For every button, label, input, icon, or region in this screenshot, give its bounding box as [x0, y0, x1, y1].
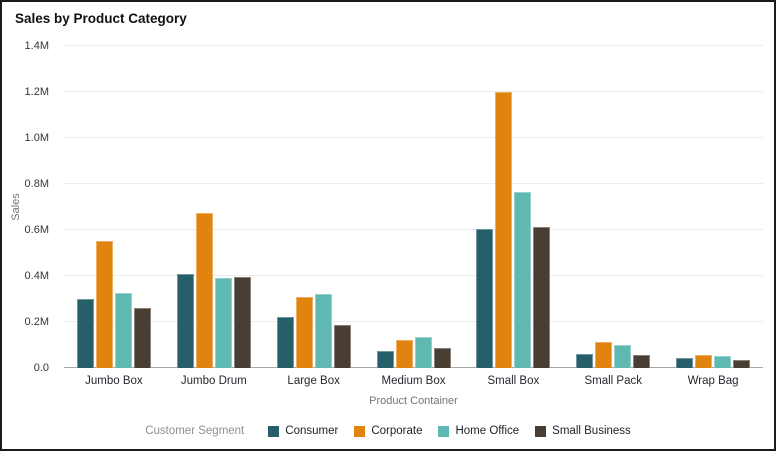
bar-home-office-jumbo-drum[interactable]: [214, 278, 232, 368]
bar-home-office-small-box[interactable]: [514, 192, 532, 368]
bar-small-business-jumbo-box[interactable]: [133, 308, 151, 368]
bar-corporate-large-box[interactable]: [295, 297, 313, 368]
bar-small-business-large-box[interactable]: [333, 325, 351, 368]
bar-corporate-jumbo-drum[interactable]: [195, 213, 213, 368]
bar-home-office-large-box[interactable]: [314, 294, 332, 368]
legend-swatch-icon: [354, 425, 366, 437]
x-axis-line: [64, 367, 763, 368]
bar-consumer-medium-box[interactable]: [376, 351, 394, 368]
gridline: [64, 45, 763, 46]
bar-consumer-small-pack[interactable]: [576, 354, 594, 368]
gridline: [64, 137, 763, 138]
bar-group-large-box: [264, 46, 364, 368]
bar-small-business-wrap-bag[interactable]: [733, 360, 751, 368]
y-tick-label: 0.8M: [24, 178, 49, 190]
gridline: [64, 321, 763, 322]
bar-corporate-wrap-bag[interactable]: [695, 355, 713, 368]
gridline: [64, 229, 763, 230]
plot-area: [64, 45, 763, 368]
legend-label: Small Business: [552, 425, 631, 437]
bar-home-office-jumbo-box[interactable]: [114, 293, 132, 368]
bar-consumer-large-box[interactable]: [276, 317, 294, 368]
x-axis-title: Product Container: [369, 395, 458, 407]
y-tick-label: 0.0: [33, 362, 49, 374]
legend-title: Customer Segment: [145, 425, 245, 437]
gridline: [64, 91, 763, 92]
x-tick-label: Small Box: [487, 375, 540, 387]
bar-consumer-wrap-bag[interactable]: [676, 358, 694, 368]
bar-corporate-small-pack[interactable]: [595, 342, 613, 368]
bar-small-business-jumbo-drum[interactable]: [233, 277, 251, 368]
bar-home-office-small-pack[interactable]: [614, 345, 632, 368]
legend-label: Consumer: [285, 425, 339, 437]
legend-swatch-icon: [438, 425, 450, 437]
bar-home-office-wrap-bag[interactable]: [714, 356, 732, 368]
legend-item-consumer[interactable]: Consumer: [268, 425, 338, 437]
bar-groups: [64, 46, 763, 368]
x-axis-labels: Jumbo Box Jumbo Drum Large Box Medium Box Sm…: [64, 375, 763, 387]
x-tick-label: Medium Box: [381, 375, 446, 387]
legend-items: Consumer Corporate Home Office Small Busine…: [268, 425, 631, 437]
bar-small-business-small-box[interactable]: [533, 227, 551, 368]
x-tick-label: Jumbo Drum: [180, 375, 247, 387]
y-tick-label: 1.2M: [24, 86, 49, 98]
bar-group-wrap-bag: [663, 46, 763, 368]
bar-small-business-medium-box[interactable]: [433, 348, 451, 368]
bar-consumer-small-box[interactable]: [476, 229, 494, 368]
gridline: [64, 183, 763, 184]
bar-corporate-jumbo-box[interactable]: [95, 241, 113, 368]
bar-corporate-small-box[interactable]: [495, 92, 513, 368]
bar-group-jumbo-drum: [164, 46, 264, 368]
legend-item-small-business[interactable]: Small Business: [535, 425, 631, 437]
bar-group-medium-box: [364, 46, 464, 368]
bar-home-office-medium-box[interactable]: [414, 337, 432, 368]
bar-consumer-jumbo-drum[interactable]: [176, 274, 194, 368]
x-tick-label: Wrap Bag: [687, 375, 739, 387]
bar-group-small-box: [463, 46, 563, 368]
bar-group-jumbo-box: [64, 46, 164, 368]
y-tick-label: 0.2M: [24, 316, 49, 328]
bar-consumer-jumbo-box[interactable]: [76, 299, 94, 368]
x-tick-label: Large Box: [287, 375, 340, 387]
gridline: [64, 275, 763, 276]
chart-title: Sales by Product Category: [15, 11, 187, 26]
y-tick-label: 1.0M: [24, 132, 49, 144]
y-tick-label: 0.6M: [24, 224, 49, 236]
bar-corporate-medium-box[interactable]: [395, 340, 413, 368]
y-tick-label: 0.4M: [24, 270, 49, 282]
legend-item-home-office[interactable]: Home Office: [438, 425, 519, 437]
legend-swatch-icon: [535, 425, 547, 437]
legend-label: Home Office: [455, 425, 520, 437]
y-axis-ticks: 0.0 0.2M 0.4M 0.6M 0.8M 1.0M 1.2M 1.4M: [2, 40, 56, 374]
x-tick-label: Jumbo Box: [85, 375, 143, 387]
y-tick-label: 1.4M: [24, 40, 49, 52]
legend-item-corporate[interactable]: Corporate: [354, 425, 422, 437]
bar-group-small-pack: [563, 46, 663, 368]
bar-small-business-small-pack[interactable]: [633, 355, 651, 368]
legend: Customer Segment Consumer Corporate Home O…: [2, 425, 774, 437]
legend-label: Corporate: [371, 425, 423, 437]
x-tick-label: Small Pack: [584, 375, 642, 387]
legend-swatch-icon: [268, 425, 280, 437]
